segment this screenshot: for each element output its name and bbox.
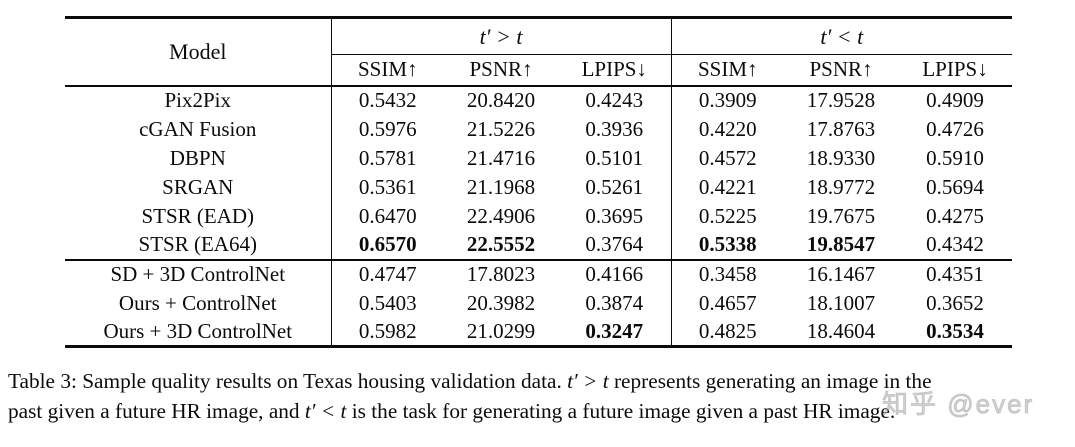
cell-value: 0.3652 — [926, 290, 984, 315]
cell-value: 17.8023 — [466, 262, 536, 286]
model-column-header: Model — [65, 17, 332, 87]
cell-value: 0.5432 — [358, 88, 417, 112]
cell-value: 0.5101 — [558, 143, 672, 173]
caption-line-1: Table 3: Sample quality results on Texas… — [8, 366, 1070, 396]
caption-line-2: past given a future HR image, and t′ < t… — [8, 396, 1070, 426]
cell-value: 0.4351 — [926, 262, 984, 286]
group-header-row: Model t′ > t t′ < t — [65, 17, 1013, 87]
cell-value: 17.8763 — [806, 116, 876, 141]
metric-header-ssim-1: SSIM↑ — [331, 54, 444, 87]
cell-value: 0.4657 — [698, 290, 757, 315]
cell-value: 0.4825 — [698, 318, 757, 343]
cell-value: 21.0299 — [466, 318, 536, 343]
cell-value: 0.4275 — [926, 203, 984, 228]
cell-value: 19.7675 — [806, 203, 876, 228]
metric-header-psnr-1: PSNR↑ — [444, 54, 558, 87]
table-row: DBPN 0.5781 21.4716 0.5101 0.4572 18.933… — [65, 143, 1012, 173]
table-row: SRGAN 0.5361 21.1968 0.5261 0.4221 18.97… — [65, 172, 1012, 202]
cell-value: 0.4221 — [698, 174, 757, 199]
caption-math-t-future: t′ > t — [567, 369, 609, 393]
metric-header-psnr-2: PSNR↑ — [784, 54, 899, 87]
cell-value: 0.3458 — [698, 262, 757, 286]
model-name-cell: Ours + 3D ControlNet — [65, 317, 332, 347]
cell-value: 21.5226 — [466, 116, 536, 141]
cell-value: 0.6470 — [358, 203, 417, 228]
caption-text: past given a future HR image, and — [8, 399, 305, 423]
table-header: Model t′ > t t′ < t SSIM↑ PSNR↑ LPIPS↓ S… — [65, 17, 1013, 87]
metric-header-ssim-2: SSIM↑ — [671, 54, 785, 87]
cell-value: 22.5552 — [444, 230, 558, 261]
cell-value: 0.5261 — [558, 172, 672, 202]
caption-text: Table 3: Sample quality results on Texas… — [8, 369, 568, 393]
cell-value: 0.3936 — [558, 114, 672, 144]
cell-value: 0.5225 — [698, 203, 757, 228]
cell-value: 0.3909 — [698, 88, 757, 112]
cell-value: 18.9772 — [806, 174, 876, 199]
cell-value: 0.4572 — [698, 145, 757, 170]
cell-value: 20.3982 — [466, 290, 536, 315]
group-header-t-future: t′ > t — [331, 17, 672, 55]
table-row: STSR (EAD) 0.6470 22.4906 0.3695 0.5225 … — [65, 201, 1012, 231]
cell-value: 0.5982 — [358, 318, 417, 343]
table-row: STSR (EA64) 0.6570 22.5552 0.3764 0.5338… — [65, 230, 1013, 261]
cell-value: 0.6570 — [331, 230, 444, 261]
cell-value: 0.5403 — [358, 290, 417, 315]
cell-value: 0.4342 — [898, 230, 1013, 261]
metric-header-lpips-1: LPIPS↓ — [558, 54, 672, 87]
cell-value: 21.1968 — [466, 174, 536, 199]
cell-value: 20.8420 — [466, 88, 536, 112]
model-name-cell: SD + 3D ControlNet — [65, 259, 332, 289]
model-name-cell: Pix2Pix — [65, 85, 332, 115]
table-body: Pix2Pix 0.5432 20.8420 0.4243 0.3909 17.… — [65, 85, 1013, 347]
cell-value: 0.3695 — [558, 201, 672, 231]
cell-value: 0.4726 — [926, 116, 984, 141]
caption-text: represents generating an image in the — [608, 369, 932, 393]
table-row: cGAN Fusion 0.5976 21.5226 0.3936 0.4220… — [65, 114, 1012, 144]
cell-value: 0.5694 — [926, 174, 984, 199]
cell-value: 0.4220 — [698, 116, 757, 141]
cell-value: 0.5338 — [671, 230, 785, 261]
model-name-cell: SRGAN — [65, 172, 332, 202]
cell-value: 0.5976 — [358, 116, 417, 141]
model-name-cell: DBPN — [65, 143, 332, 173]
table-row: Pix2Pix 0.5432 20.8420 0.4243 0.3909 17.… — [65, 85, 1012, 115]
cell-value: 16.1467 — [806, 262, 876, 286]
model-name-cell: cGAN Fusion — [65, 114, 332, 144]
cell-value: 21.4716 — [466, 145, 536, 170]
caption-math-t-past: t′ < t — [304, 399, 347, 423]
results-table: Model t′ > t t′ < t SSIM↑ PSNR↑ LPIPS↓ S… — [65, 16, 1013, 348]
cell-value: 0.4243 — [558, 85, 672, 115]
cell-value: 19.8547 — [784, 230, 899, 261]
cell-value: 0.5910 — [926, 145, 984, 170]
table-caption: Table 3: Sample quality results on Texas… — [8, 366, 1070, 426]
cell-value: 18.4604 — [806, 318, 876, 343]
cell-value: 0.4909 — [926, 88, 984, 112]
table-row: SD + 3D ControlNet 0.4747 17.8023 0.4166… — [65, 259, 1012, 289]
cell-value: 18.1007 — [806, 290, 876, 315]
cell-value: 0.3874 — [558, 288, 672, 318]
metric-header-row: SSIM↑ PSNR↑ LPIPS↓ SSIM↑ PSNR↑ LPIPS↓ — [65, 54, 1013, 87]
cell-value: 17.9528 — [806, 88, 876, 112]
table-row: Ours + ControlNet 0.5403 20.3982 0.3874 … — [65, 288, 1012, 318]
cell-value: 0.3247 — [558, 317, 672, 347]
cell-value: 0.4747 — [358, 262, 417, 286]
cell-value: 0.4166 — [558, 259, 672, 289]
metric-header-lpips-2: LPIPS↓ — [898, 54, 1013, 87]
group-header-t-past: t′ < t — [671, 17, 1013, 55]
caption-text: is the task for generating a future imag… — [346, 399, 896, 423]
model-name-cell: Ours + ControlNet — [65, 288, 332, 318]
cell-value: 0.3764 — [558, 230, 672, 261]
model-name-cell: STSR (EA64) — [65, 230, 332, 261]
model-name-cell: STSR (EAD) — [65, 201, 332, 231]
cell-value: 22.4906 — [466, 203, 536, 228]
cell-value: 0.5361 — [358, 174, 417, 199]
cell-value: 0.3534 — [926, 318, 984, 343]
table-row: Ours + 3D ControlNet 0.5982 21.0299 0.32… — [65, 317, 1012, 347]
cell-value: 18.9330 — [806, 145, 876, 170]
cell-value: 0.5781 — [358, 145, 417, 170]
